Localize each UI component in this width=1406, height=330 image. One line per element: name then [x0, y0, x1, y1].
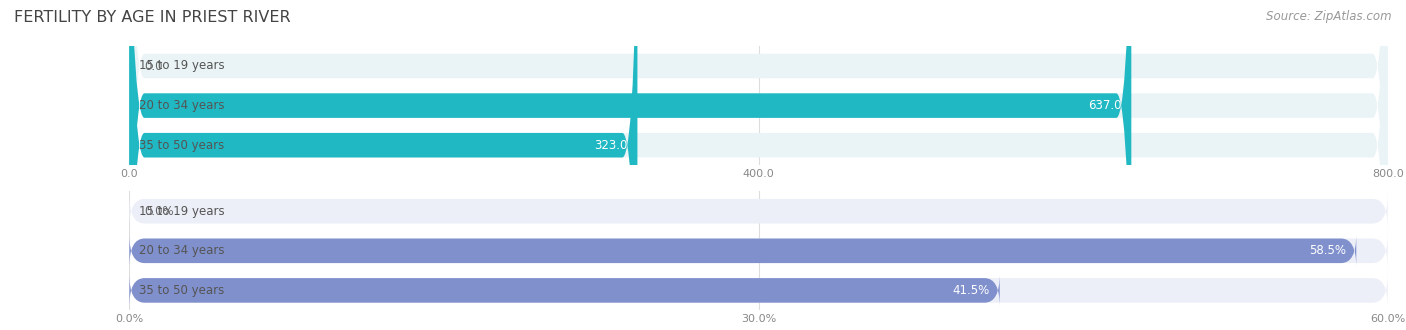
FancyBboxPatch shape — [129, 274, 1388, 307]
FancyBboxPatch shape — [129, 0, 1388, 330]
Text: 0.0%: 0.0% — [145, 205, 174, 218]
FancyBboxPatch shape — [129, 0, 637, 330]
FancyBboxPatch shape — [129, 0, 1388, 330]
Text: 35 to 50 years: 35 to 50 years — [139, 139, 225, 152]
FancyBboxPatch shape — [129, 0, 1388, 330]
Text: FERTILITY BY AGE IN PRIEST RIVER: FERTILITY BY AGE IN PRIEST RIVER — [14, 10, 291, 25]
Text: 15 to 19 years: 15 to 19 years — [139, 59, 225, 73]
FancyBboxPatch shape — [129, 274, 1000, 307]
Text: 35 to 50 years: 35 to 50 years — [139, 284, 225, 297]
Text: 323.0: 323.0 — [593, 139, 627, 152]
FancyBboxPatch shape — [129, 235, 1357, 267]
Text: 0.0: 0.0 — [145, 59, 163, 73]
Text: 637.0: 637.0 — [1088, 99, 1121, 112]
FancyBboxPatch shape — [129, 195, 1388, 227]
Text: 41.5%: 41.5% — [952, 284, 990, 297]
FancyBboxPatch shape — [129, 0, 1132, 330]
Text: 20 to 34 years: 20 to 34 years — [139, 99, 225, 112]
Text: 20 to 34 years: 20 to 34 years — [139, 244, 225, 257]
Text: Source: ZipAtlas.com: Source: ZipAtlas.com — [1267, 10, 1392, 23]
Text: 58.5%: 58.5% — [1309, 244, 1346, 257]
FancyBboxPatch shape — [129, 235, 1388, 267]
Text: 15 to 19 years: 15 to 19 years — [139, 205, 225, 218]
